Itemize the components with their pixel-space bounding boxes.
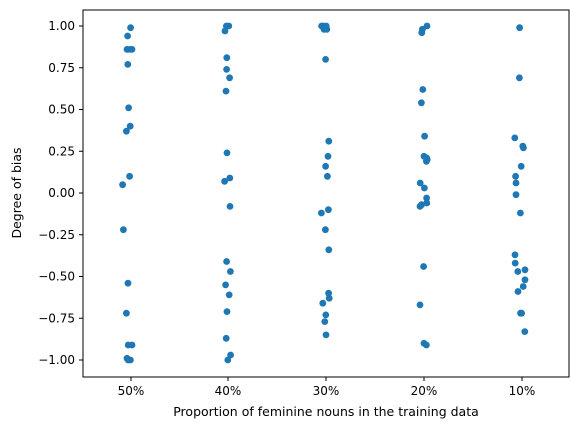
data-point <box>221 27 229 35</box>
x-axis: 50% 40% 30% 20% 10% <box>118 377 536 398</box>
data-point <box>418 29 426 37</box>
y-tick-label: −1.00 <box>38 353 75 367</box>
data-point <box>416 301 424 309</box>
data-point <box>419 86 427 93</box>
y-tick-label: −0.50 <box>38 270 75 284</box>
data-point <box>521 328 529 335</box>
x-tick-label: 50% <box>118 384 145 398</box>
data-point <box>227 268 234 275</box>
data-point <box>423 341 430 349</box>
data-point <box>319 299 327 307</box>
x-axis-label: Proportion of feminine nouns in the trai… <box>173 404 479 419</box>
data-point <box>222 87 230 95</box>
y-tick-label: 0.25 <box>48 144 75 158</box>
data-point <box>516 74 523 82</box>
y-tick-label: 0.50 <box>48 103 75 117</box>
data-point <box>224 356 232 364</box>
data-point <box>521 276 529 284</box>
data-point <box>123 127 130 135</box>
points-layer <box>119 22 529 364</box>
x-tick-label: 20% <box>411 384 438 398</box>
data-point <box>226 203 234 210</box>
data-point <box>325 206 332 214</box>
data-point <box>222 281 230 289</box>
data-point <box>126 172 133 180</box>
data-point <box>521 266 529 274</box>
data-point <box>416 179 424 187</box>
data-point <box>226 174 234 182</box>
y-tick-label: −0.25 <box>38 228 75 242</box>
data-point <box>124 279 132 287</box>
x-tick-label: 10% <box>509 384 536 398</box>
data-point <box>119 181 126 189</box>
data-point <box>423 194 430 202</box>
data-point <box>418 201 425 209</box>
data-point <box>511 259 519 267</box>
data-point <box>512 179 520 187</box>
data-point <box>124 32 131 40</box>
data-point <box>124 61 132 68</box>
data-point <box>325 246 333 254</box>
data-point <box>517 162 525 170</box>
data-point <box>517 209 524 217</box>
y-tick-label: 1.00 <box>48 19 75 33</box>
x-tick-label: 30% <box>313 384 340 398</box>
data-point <box>512 191 520 199</box>
data-point <box>518 309 525 317</box>
data-point <box>514 288 522 295</box>
data-point <box>128 46 136 53</box>
data-point <box>223 258 231 265</box>
data-point <box>325 137 333 145</box>
data-point <box>511 134 519 142</box>
data-point <box>421 184 428 192</box>
data-point <box>325 294 333 302</box>
data-point <box>226 74 234 82</box>
data-point <box>423 199 431 207</box>
data-point <box>128 341 136 349</box>
data-point <box>423 154 430 162</box>
y-axis: 1.00 0.75 0.50 0.25 0.00 −0.25 −0.50 −0.75 −1.00 <box>38 19 83 367</box>
data-point <box>126 356 134 364</box>
data-point <box>223 308 231 315</box>
data-point <box>420 263 427 270</box>
data-point <box>520 144 527 152</box>
data-point <box>322 162 329 170</box>
data-point <box>120 226 127 234</box>
data-point <box>512 172 519 180</box>
data-point <box>323 25 331 33</box>
data-point <box>418 99 425 107</box>
data-point <box>123 309 130 317</box>
y-axis-label: Degree of bias <box>9 147 24 238</box>
data-point <box>516 24 523 32</box>
data-point <box>223 54 231 62</box>
data-point <box>421 132 428 140</box>
data-point <box>125 104 132 112</box>
data-point <box>227 351 235 359</box>
data-point <box>322 226 329 234</box>
data-point <box>519 283 527 290</box>
data-point <box>322 56 329 63</box>
data-point <box>225 291 233 299</box>
y-tick-label: 0.75 <box>48 61 75 75</box>
data-point <box>511 251 519 259</box>
y-tick-label: −0.75 <box>38 311 75 325</box>
data-point <box>126 122 134 130</box>
data-point <box>322 311 330 319</box>
data-point <box>223 66 231 73</box>
data-point <box>514 268 522 275</box>
data-point <box>221 177 229 185</box>
data-point <box>321 318 329 325</box>
y-tick-label: 0.00 <box>48 186 75 200</box>
data-point <box>222 334 230 342</box>
data-point <box>318 209 325 217</box>
data-point <box>127 24 134 32</box>
data-point <box>223 149 231 157</box>
x-tick-label: 40% <box>215 384 242 398</box>
data-point <box>324 152 332 160</box>
data-point <box>325 289 332 297</box>
data-point <box>324 172 331 180</box>
data-point <box>322 331 330 339</box>
